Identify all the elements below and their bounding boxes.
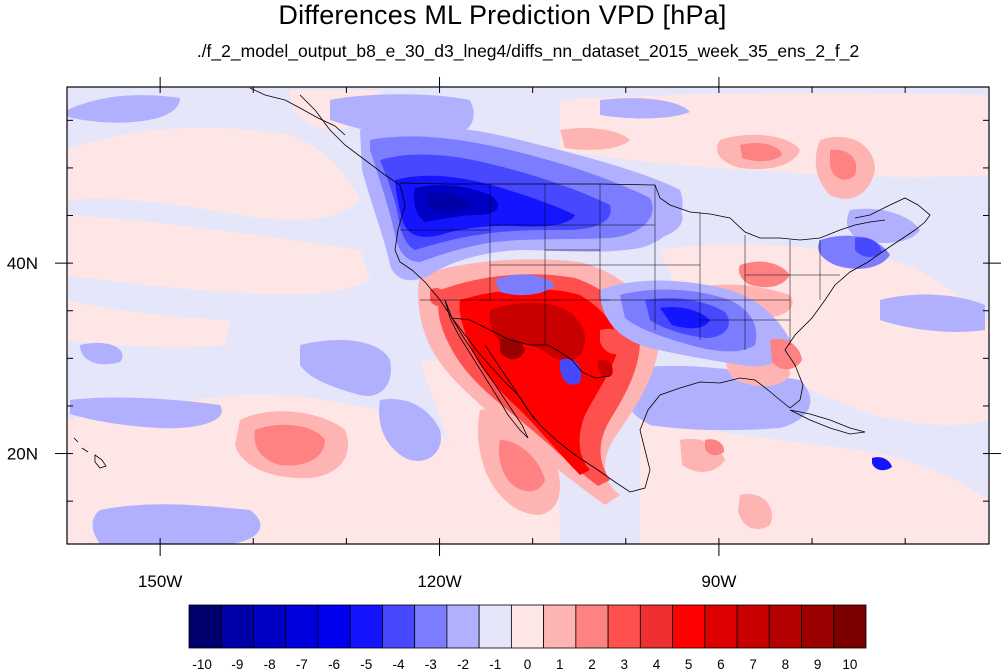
colorbar-swatch [639,604,673,649]
gulf-of-california [484,344,536,421]
colorbar-label: 5 [685,657,693,672]
colorbar-label: 4 [653,657,661,672]
colorbar-label: -4 [393,657,405,672]
colorbar-label: -7 [296,657,308,672]
colorbar-swatch [414,604,448,649]
north-america-coastline [299,94,931,493]
lat-tick-label: 20N [7,445,38,464]
colorbar-label: -3 [425,657,437,672]
colorbar-swatch [478,604,512,649]
central-negative-anomaly [559,235,892,471]
colorbar-swatch [736,604,770,649]
lon-tick-label: 90W [701,572,736,591]
axis-ticks [55,77,1001,556]
lon-tick-label: 150W [138,572,182,591]
map-title: Differences ML Prediction VPD [hPa] [278,0,727,30]
colorbar-swatch [382,604,416,649]
strong-positive-regions [254,143,857,492]
colorbar-label: -2 [457,657,469,672]
colorbar-swatch [833,604,867,649]
colorbar-label: -9 [231,657,243,672]
colorbar-swatch [285,604,319,649]
colorbar-swatch [446,604,480,649]
coastlines-and-borders [73,87,931,493]
axis-labels: 150W 120W 90W 40N 20N [7,254,737,591]
contour-fields [67,90,989,544]
map-subtitle: ./f_2_model_output_b8_e_30_d3_lneg4/diff… [196,41,860,61]
state-lines [400,184,840,350]
colorbar-label: 8 [782,657,790,672]
colorbar-label: -1 [489,657,501,672]
lat-tick-label: 40N [7,254,38,273]
southwest-positive-anomaly [418,259,660,505]
colorbar-swatch [317,604,351,649]
eastern-positive-patches [705,261,802,456]
colorbar-label: 9 [814,657,822,672]
colorbar-swatch [672,604,706,649]
alaska-coastline [249,87,346,136]
colorbar-swatch [768,604,802,649]
colorbar-swatch [607,604,641,649]
us-canada-border [399,182,886,241]
northwest-negative-anomaly [360,124,683,296]
colorbar-swatch [188,604,222,649]
colorbar-swatch [220,604,254,649]
colorbar-swatch [543,604,577,649]
colorbar-label: 3 [620,657,628,672]
colorbar-swatch [253,604,287,649]
colorbar-swatch [349,604,383,649]
cuba-outline [789,409,866,435]
colorbar-label: -5 [360,657,372,672]
colorbar-swatch [510,604,545,649]
baja-california-outline [444,299,529,439]
colorbar-label: -8 [264,657,276,672]
lon-tick-label: 120W [417,572,461,591]
colorbar-label: -10 [192,657,212,672]
us-mexico-border [451,317,611,379]
hawaii-outline [73,437,107,469]
colorbar-swatch [704,604,738,649]
colorbar: -10 -9 -8 -7 -6 -5 -4 -3 -2 -1 0 1 2 3 4 5 6 7 8 9 10 [188,604,867,672]
colorbar-label: 2 [588,657,596,672]
colorbar-label: 6 [717,657,725,672]
plot-frame [66,86,990,545]
colorbar-label: 7 [749,657,757,672]
colorbar-label: 0 [524,657,532,672]
colorbar-label: -6 [328,657,340,672]
colorbar-swatch [801,604,835,649]
colorbar-swatch [575,604,609,649]
colorbar-label: 1 [556,657,564,672]
colorbar-label: 10 [842,657,857,672]
